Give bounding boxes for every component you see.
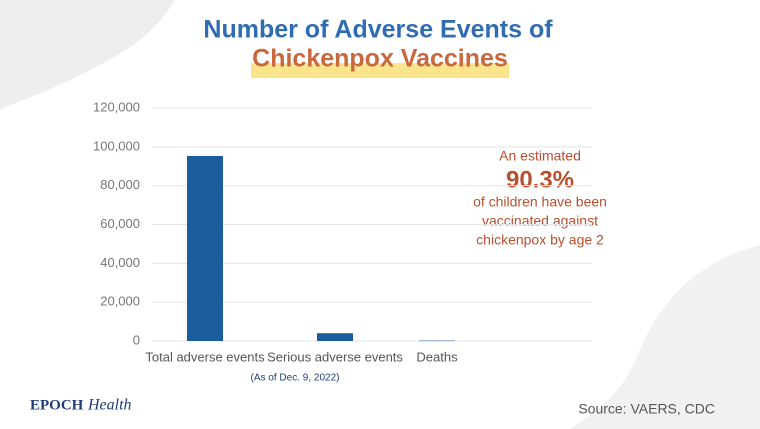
annotation: chickenpox by age 2 bbox=[476, 232, 604, 248]
y-tick-label: 40,000 bbox=[100, 255, 140, 270]
y-tick-label: 80,000 bbox=[100, 177, 140, 192]
y-tick-label: 100,000 bbox=[93, 138, 140, 153]
x-tick-label: Serious adverse events bbox=[267, 349, 403, 364]
y-tick-label: 20,000 bbox=[100, 294, 140, 309]
y-tick-label: 0 bbox=[133, 332, 140, 347]
source: Source: VAERS, CDC bbox=[578, 401, 715, 417]
bar bbox=[187, 155, 223, 341]
bar bbox=[419, 340, 455, 342]
annotation: vaccinated against bbox=[482, 213, 598, 229]
brand: Health bbox=[87, 397, 132, 414]
y-tick-label: 60,000 bbox=[100, 216, 140, 231]
decor-blob bbox=[570, 245, 760, 429]
bar bbox=[317, 333, 353, 341]
y-tick-label: 120,000 bbox=[93, 99, 140, 114]
annotation: An estimated bbox=[499, 148, 581, 164]
decor-blob bbox=[0, 0, 175, 110]
chart-title: Chickenpox Vaccines bbox=[252, 45, 508, 73]
x-tick-label: Total adverse events bbox=[145, 349, 265, 364]
annotation: of children have been bbox=[473, 194, 607, 210]
annotation: 90.3% bbox=[506, 166, 574, 193]
title-highlight bbox=[251, 63, 509, 78]
note: (As of Dec. 9, 2022) bbox=[251, 373, 340, 384]
x-tick-label: Deaths bbox=[416, 349, 458, 364]
brand: EPOCH bbox=[30, 397, 84, 413]
chart-title: Number of Adverse Events of bbox=[203, 16, 553, 44]
